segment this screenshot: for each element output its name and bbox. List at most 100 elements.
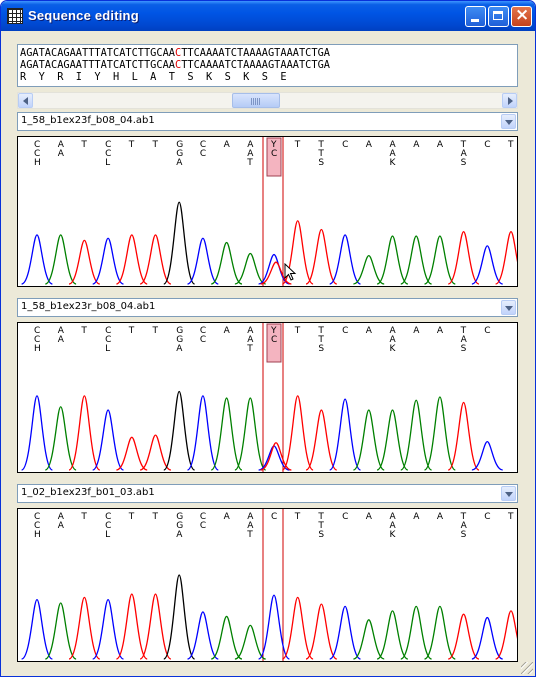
grip-icon <box>251 98 260 105</box>
base-letter: C <box>200 149 206 159</box>
base-letter: A <box>247 512 254 522</box>
chromatogram-peak <box>234 252 266 285</box>
base-letter: A <box>247 149 254 159</box>
chromatogram-peak <box>210 615 243 660</box>
base-letter: T <box>460 512 467 522</box>
dropdown-button-1[interactable] <box>501 114 516 129</box>
chromatogram-peak <box>139 434 172 471</box>
chromatogram-peak <box>257 594 291 660</box>
base-letter: T <box>152 326 159 336</box>
dropdown-button-2[interactable] <box>501 300 516 315</box>
base-letter: C <box>105 326 111 336</box>
base-letter: A <box>390 140 397 150</box>
chromatogram-peak <box>116 234 148 285</box>
base-letter: Y <box>270 326 277 336</box>
arrow-left-icon <box>23 97 28 105</box>
chromatogram-peak <box>163 574 196 660</box>
base-letter: C <box>34 335 40 345</box>
trace-svg-2: C A T C T T G C A A Y T T C A A A A T CC A C G C A C T A AH L A T S K S <box>20 323 503 472</box>
base-letter: C <box>34 521 40 531</box>
base-letter: A <box>247 326 254 336</box>
trace-file-select-1[interactable]: 1_58_b1ex23f_b08_04.ab1 <box>17 112 518 131</box>
base-letter: C <box>200 512 206 522</box>
base-letter: A <box>247 335 254 345</box>
base-letter: T <box>507 512 514 522</box>
resize-grip-icon[interactable] <box>521 662 533 674</box>
base-letter: A <box>224 512 231 522</box>
base-letter: S <box>318 344 324 354</box>
base-letter: A <box>390 326 397 336</box>
base-letter: T <box>246 530 253 540</box>
chromatogram-peak <box>92 409 125 471</box>
base-letter: A <box>390 335 397 345</box>
base-letter: T <box>128 326 135 336</box>
chromatogram-peak <box>163 201 196 285</box>
chevron-down-icon <box>505 492 513 497</box>
base-letter: A <box>366 140 373 150</box>
consensus-sequence-box[interactable]: AGATACAGAATTTATCATCTTGCAACTTCAAAATCTAAAA… <box>17 44 518 87</box>
mouse-cursor-icon <box>284 263 297 281</box>
minimize-button[interactable] <box>465 6 486 27</box>
base-letter: H <box>34 530 41 540</box>
base-letter: T <box>246 344 253 354</box>
scroll-right-button[interactable] <box>502 93 517 108</box>
base-letter: G <box>176 326 183 336</box>
chromatogram-peak <box>68 395 101 471</box>
base-letter: C <box>342 512 348 522</box>
base-letter: T <box>246 158 253 168</box>
maximize-button[interactable] <box>488 6 509 27</box>
base-letter: T <box>317 335 324 345</box>
secondary-peak <box>260 442 292 471</box>
chromatogram-peak <box>305 228 338 285</box>
base-letter: C <box>484 140 490 150</box>
seq1-before: AGATACAGAATTTATCATCTTGCAA <box>20 47 175 59</box>
base-letter: A <box>247 521 254 531</box>
trace-file-select-2[interactable]: 1_58_b1ex23r_b08_04.ab1 <box>17 298 518 317</box>
base-letter: A <box>224 140 231 150</box>
scroll-thumb[interactable] <box>232 93 280 108</box>
base-letter: C <box>105 512 111 522</box>
base-letter: C <box>271 512 277 522</box>
seq2-before: AGATACAGAATTTATCATCTTGCAA <box>20 59 175 71</box>
base-letter: T <box>460 326 467 336</box>
close-button[interactable]: × <box>511 6 532 27</box>
base-letter: T <box>317 149 324 159</box>
base-letter: C <box>271 149 277 159</box>
base-letter: S <box>461 344 467 354</box>
chromatogram-peak <box>400 399 433 471</box>
title-bar[interactable]: Sequence editing × <box>1 1 535 31</box>
base-letter: C <box>342 140 348 150</box>
seq2-highlight: C <box>174 59 182 71</box>
base-letter: C <box>105 140 111 150</box>
chromatogram-peak <box>281 596 314 660</box>
trace-file-select-3[interactable]: 1_02_b1ex23f_b01_03.ab1 <box>17 484 518 503</box>
chromatogram-peak <box>471 245 503 285</box>
chromatogram-peak <box>187 611 219 660</box>
base-letter: T <box>152 140 159 150</box>
chromatogram-peak <box>68 596 101 660</box>
base-letter: H <box>34 158 41 168</box>
base-letter: A <box>461 521 468 531</box>
chromatogram-peak <box>21 598 53 660</box>
maximize-icon <box>493 11 503 20</box>
base-letter: A <box>58 149 65 159</box>
base-letter: A <box>413 140 420 150</box>
chromatogram-peak <box>163 390 196 471</box>
base-letter: A <box>58 335 65 345</box>
scroll-left-button[interactable] <box>18 93 33 108</box>
base-letter: T <box>294 512 301 522</box>
base-letter: C <box>34 326 40 336</box>
protein-translation-line: R Y R I Y H L A T S K S K S E <box>20 71 287 83</box>
base-letter: T <box>294 326 301 336</box>
horizontal-scrollbar[interactable] <box>17 92 518 109</box>
chromatogram-peak <box>44 234 77 285</box>
highlight-box <box>266 137 282 177</box>
base-letter: A <box>461 335 468 345</box>
base-letter: S <box>318 530 324 540</box>
chromatogram-peak <box>447 231 480 285</box>
dropdown-button-3[interactable] <box>501 486 516 501</box>
chromatogram-peak <box>187 237 219 285</box>
